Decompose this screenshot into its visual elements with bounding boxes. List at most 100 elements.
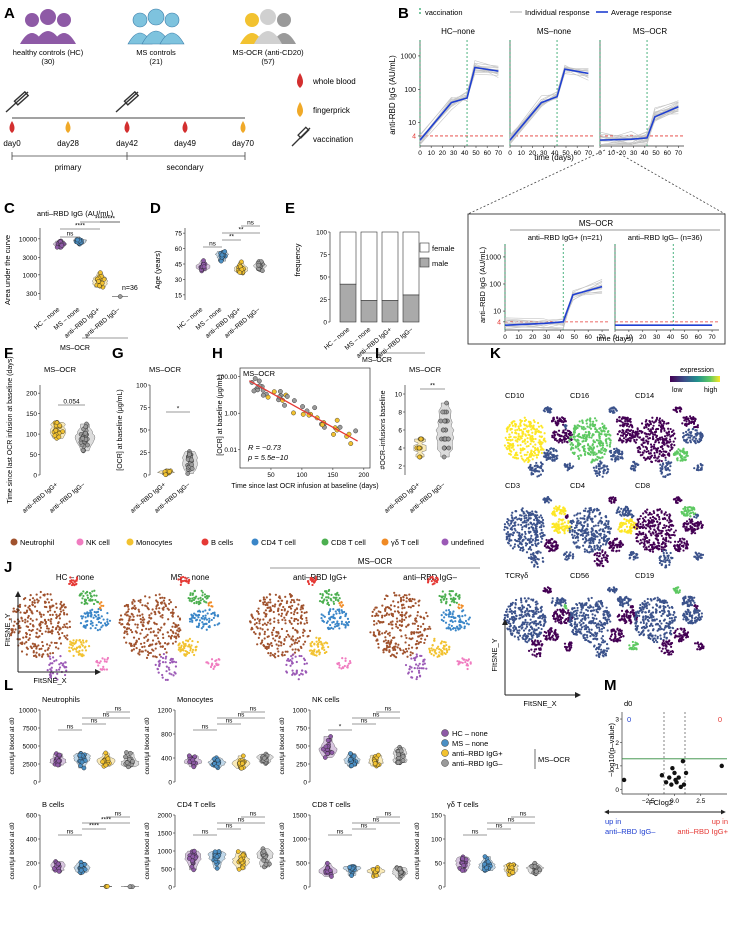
tsne-point — [149, 651, 152, 655]
tsne-point — [610, 455, 613, 458]
g-title: MS–OCR — [149, 365, 182, 374]
tsne-point — [433, 579, 436, 582]
tsne-point — [461, 604, 464, 608]
tsne-point — [655, 435, 658, 439]
tsne-point — [555, 456, 558, 460]
significance-label: * — [177, 406, 180, 413]
tsne-point — [625, 430, 628, 433]
tsne-point — [514, 510, 517, 513]
legend-label: CD4 T cell — [261, 538, 296, 547]
tsne-point — [552, 447, 555, 451]
y-tick-label: 4 — [497, 319, 501, 326]
tsne-point — [601, 446, 604, 449]
tsne-point — [35, 593, 38, 596]
tsne-point — [311, 640, 314, 644]
tsne-point — [100, 601, 103, 604]
tsne-point — [75, 582, 78, 585]
tsne-point — [587, 434, 591, 437]
tsne-point — [199, 599, 202, 602]
tsne-point — [171, 612, 175, 615]
tsne-point — [443, 648, 446, 651]
tsne-point — [388, 631, 391, 634]
tsne-point — [100, 615, 103, 618]
y-tick-label: 100 — [489, 281, 501, 288]
tsne-point — [195, 645, 198, 648]
tsne-point — [512, 456, 515, 459]
tsne-point — [670, 435, 673, 438]
data-point — [446, 436, 451, 442]
tsne-point — [262, 598, 265, 601]
data-point — [312, 405, 318, 411]
tsne-point — [468, 616, 471, 619]
tsne-point — [53, 641, 57, 645]
tsne-point — [523, 530, 527, 534]
tsne-point — [293, 617, 296, 621]
tsne-point — [210, 658, 214, 661]
tsne-point — [95, 623, 98, 627]
panel-label-m: M — [604, 677, 617, 694]
tsne-point — [33, 601, 36, 604]
tsne-point — [89, 622, 92, 626]
marker-title: CD16 — [570, 391, 589, 400]
tsne-point — [36, 628, 39, 631]
tsne-point — [398, 594, 401, 597]
tsne-point — [445, 601, 448, 604]
tsne-point — [566, 558, 569, 561]
tsne-point — [561, 522, 564, 525]
tsne-point — [563, 521, 566, 524]
tsne-point — [281, 651, 284, 654]
tsne-point — [127, 608, 130, 611]
tsne-point — [49, 593, 52, 596]
tsne-point — [684, 458, 687, 461]
data-point — [56, 434, 62, 440]
tsne-point — [169, 661, 172, 664]
tsne-point — [532, 552, 535, 555]
tsne-point — [151, 648, 154, 651]
tsne-point — [253, 618, 257, 621]
tsne-point — [269, 654, 272, 657]
tsne-point — [173, 671, 176, 674]
tsne-point — [451, 612, 454, 615]
tsne-point — [101, 624, 104, 627]
tsne-point — [598, 435, 601, 438]
tsne-point — [270, 642, 273, 645]
tsne-point — [286, 650, 289, 653]
tsne-point — [38, 653, 41, 656]
tsne-point — [199, 596, 202, 599]
x-tick-label: 20 — [619, 150, 627, 157]
tsne-point — [338, 602, 341, 605]
tsne-point — [46, 668, 49, 672]
group-n-msocr: (57) — [261, 57, 275, 66]
tsne-point — [39, 629, 42, 632]
tsne-point — [537, 425, 541, 428]
tsne-point — [174, 623, 177, 626]
tsne-point — [690, 421, 693, 425]
tsne-point — [387, 645, 390, 649]
tsne-point — [437, 645, 440, 648]
day-markers — [9, 121, 246, 133]
tsne-point — [695, 434, 698, 437]
tsne-point — [663, 427, 666, 431]
tsne-point — [70, 583, 74, 587]
tsne-point — [123, 604, 126, 608]
tsne-point — [147, 622, 150, 625]
tsne-point — [427, 579, 430, 582]
tsne-point — [271, 633, 274, 636]
tsne-point — [301, 617, 304, 621]
tsne-point — [295, 629, 298, 632]
tsne-point — [266, 642, 269, 645]
x-tick-label: 200 — [358, 472, 369, 479]
legend-average: Average response — [611, 8, 672, 17]
tsne-point — [572, 431, 576, 434]
tsne-point — [563, 440, 566, 443]
tsne-point — [188, 579, 191, 582]
tsne-point — [327, 593, 330, 596]
tsne-point — [419, 634, 422, 637]
tsne-point — [521, 526, 524, 529]
tsne-point — [296, 598, 299, 601]
tsne-point — [531, 431, 534, 434]
tsne-point — [455, 601, 458, 604]
tsne-point — [141, 613, 144, 616]
tsne-point — [33, 599, 36, 602]
tsne-point — [389, 608, 393, 611]
